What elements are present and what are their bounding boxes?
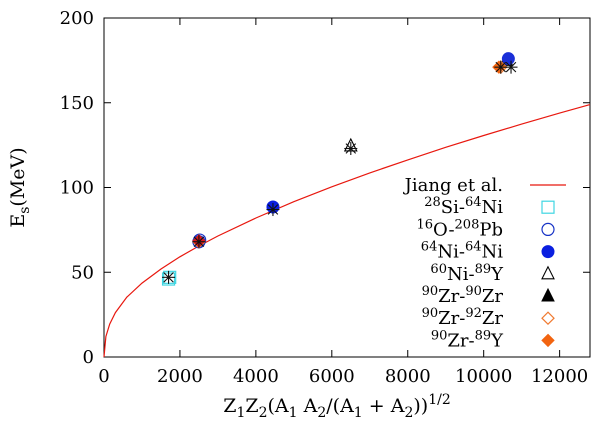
legend-label-sup: 92 [465,306,482,321]
legend-label-sup: 89 [475,262,492,277]
x-title-part: 1 [289,405,298,421]
plot-border [103,17,591,358]
y-tick-label: 100 [60,178,94,199]
star-stroke [193,236,205,248]
legend-label: 90Zr-92Zr [422,306,504,329]
legend-label-sup: 60 [430,262,447,277]
star-stroke [267,204,279,215]
legend-label-sup: 64 [421,240,438,255]
legend-label: 16O-208Pb [416,217,503,240]
legend-label-sup: 90 [422,284,439,299]
legend-marker [541,222,555,236]
x-title-part: 1 [236,405,245,421]
legend-label-part: Ni [481,197,503,218]
curve-layer [103,104,591,358]
axis-titles: Es(MeV) Z1Z2(A1 A2/(A1 + A2))1/2 [7,147,451,421]
x-tick-label: 4000 [233,366,279,387]
x-title-part: A [298,395,318,417]
x-title-part: )) [413,395,428,417]
x-tick-label: 8000 [385,366,431,387]
plot-frame [103,17,591,358]
legend-marker [541,287,555,302]
x-title-part: 2 [259,405,268,421]
legend-label: 90Zr-89Y [431,328,504,351]
x-title-part: Z [223,395,236,417]
star-stroke [505,61,517,73]
data-point-star [162,270,176,284]
legend-label-part: Ni- [437,242,465,263]
axis-ticks: 0 2000 4000 6000 8000 10000 12000 0 50 100 150 200 [60,8,590,387]
x-axis-title: Z1Z2(A1 A2/(A1 + A2))1/2 [223,392,450,421]
legend-label-part: Y [490,330,504,351]
legend-label-sup: 64 [465,240,482,255]
legend-label-sup: 90 [422,306,439,321]
x-title-part: 2 [317,405,326,421]
star-stroke [163,272,174,283]
star-stroke [495,61,507,73]
x-title-part: 1 [354,405,363,421]
y-tick-label: 0 [83,347,94,368]
legend-label-part: Zr- [438,286,465,307]
legend-label-part: Zr- [438,308,465,329]
x-title-part: 1/2 [428,392,451,408]
x-tick-label: 0 [98,366,109,387]
y-axis-title: Es(MeV) [7,147,33,227]
legend-label-part: Ni [481,242,503,263]
data-point-star [504,60,518,74]
legend-label-sup: 208 [455,217,480,232]
legend-label-sup: 64 [465,195,482,210]
legend-label-sup: 28 [424,195,441,210]
legend-label-part: O- [433,219,455,240]
x-title-part: 2 [404,405,413,421]
legend-label: 64Ni-64Ni [421,240,503,263]
legend-marker [541,245,555,259]
data-point-star [192,235,206,249]
y-tick-label: 150 [60,93,94,114]
x-title-part: Z [245,395,258,417]
y-title-sub: s [17,207,33,214]
y-title-part: (MeV) [7,147,29,206]
legend-label: 28Si-64Ni [424,195,503,218]
x-tick-label: 2000 [157,366,203,387]
legend-label: 60Ni-89Y [430,262,504,285]
legend-label-sup: 90 [465,284,482,299]
legend-label-part: Pb [479,219,503,240]
x-tick-label: 6000 [309,366,355,387]
fit-curve [103,104,591,358]
points-layer [161,52,518,286]
y-tick-label: 50 [71,262,94,283]
x-title-part: (A [268,395,289,417]
legend-label: Jiang et al. [403,175,503,196]
data-point-star [344,142,358,156]
legend-label-sup: 16 [416,217,433,232]
legend-label-part: Si- [441,197,465,218]
x-title-part: + A [363,395,405,417]
legend: Jiang et al.28Si-64Ni16O-208Pb64Ni-64Ni6… [403,175,566,351]
legend-label-part: Zr [482,308,504,329]
legend-marker [541,200,555,214]
legend-label-sup: 90 [431,328,448,343]
x-tick-label: 12000 [531,366,588,387]
star-stroke [345,143,357,154]
legend-marker [541,311,555,326]
x-title-part: /(A [326,395,354,417]
data-point [501,52,515,66]
legend-label-sup: 89 [475,328,492,343]
legend-label: 90Zr-90Zr [422,284,504,307]
data-point-star [266,203,280,217]
legend-label-part: Zr- [447,330,474,351]
legend-marker [541,265,555,280]
x-tick-label: 10000 [455,366,512,387]
y-title-part: E [7,214,29,228]
y-tick-label: 200 [60,8,94,29]
legend-label-part: Ni- [447,264,475,285]
legend-label-part: Zr [482,286,504,307]
legend-label-part: Y [490,264,504,285]
legend-marker [541,333,555,348]
